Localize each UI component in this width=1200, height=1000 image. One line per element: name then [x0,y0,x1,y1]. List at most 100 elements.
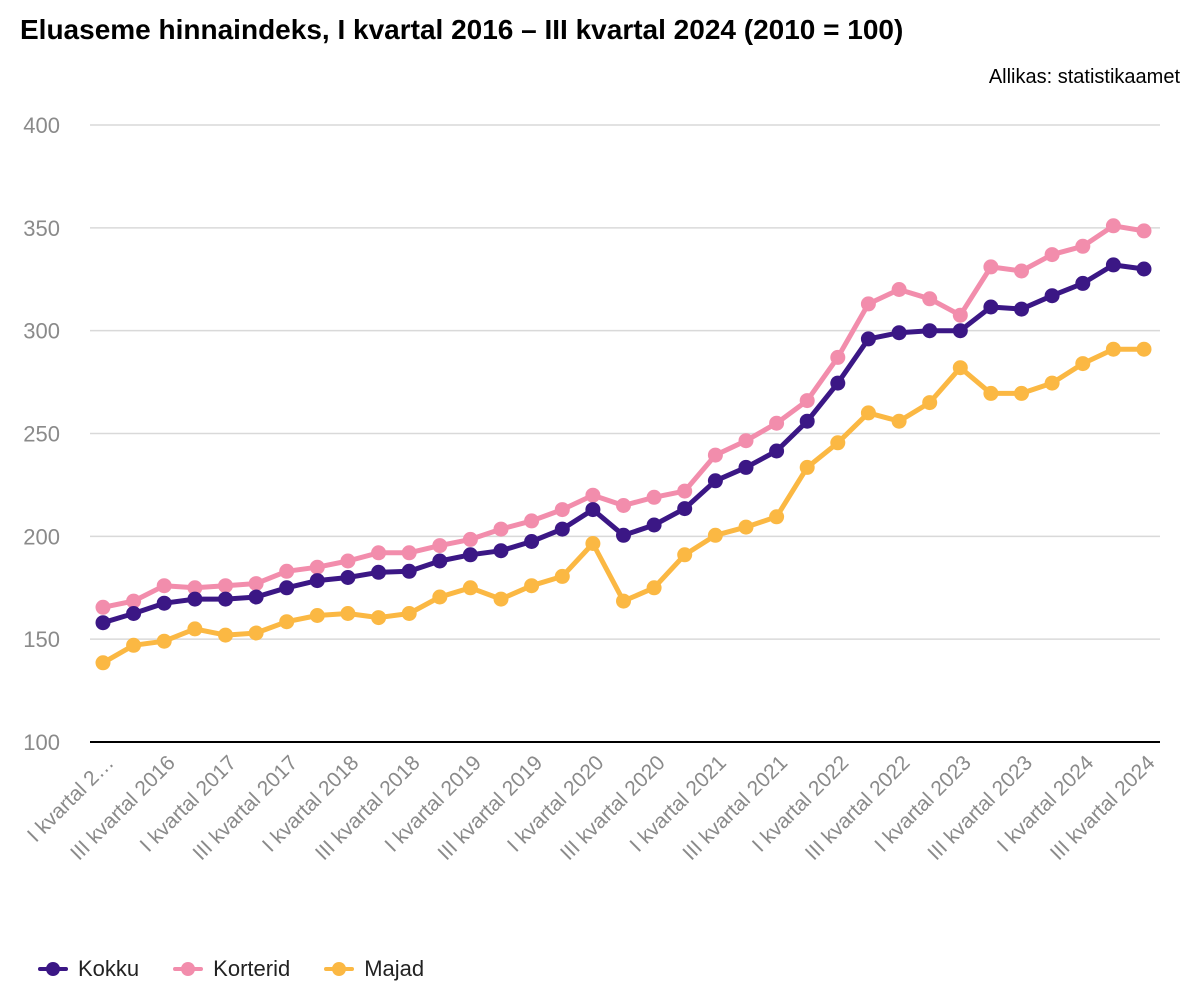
legend-item-majad[interactable]: Majad [324,956,424,982]
data-point-majad [432,589,448,605]
data-point-kokku [646,517,662,533]
data-point-majad [616,593,631,609]
data-point-korterid [830,349,846,365]
data-point-kokku [248,589,264,605]
data-point-kokku [493,543,509,559]
data-point-korterid [432,538,448,554]
gridlines [90,124,1160,743]
data-point-kokku [524,534,540,549]
x-tick-label: III kvartal 2019 [434,751,548,865]
x-tick-label: III kvartal 2021 [678,751,792,865]
data-point-majad [983,385,999,401]
x-tick-label: III kvartal 2018 [311,751,425,865]
data-point-kokku [1044,288,1060,304]
legend-label: Korterid [213,956,291,981]
data-point-korterid [524,513,540,529]
data-point-majad [1136,341,1152,357]
data-point-korterid [769,415,785,431]
data-point-kokku [922,323,938,339]
data-point-majad [187,621,203,637]
data-point-korterid [646,489,662,505]
data-point-kokku [707,473,723,489]
legend-item-kokku[interactable]: Kokku [38,956,139,982]
data-point-korterid [1044,247,1060,263]
legend-swatch-kokku [38,962,68,976]
data-point-korterid [707,447,723,463]
x-tick-label: III kvartal 2020 [556,751,670,865]
data-point-korterid [922,291,938,307]
data-point-kokku [799,413,815,429]
y-tick-label: 100 [23,730,60,755]
data-point-kokku [860,331,876,347]
data-point-kokku [340,570,356,585]
data-point-korterid [248,576,264,592]
data-point-kokku [1075,275,1091,291]
data-point-kokku [554,521,570,537]
data-point-korterid [462,531,478,547]
data-point-kokku [187,591,203,607]
data-point-korterid [585,487,601,503]
series-majad [95,341,1152,671]
data-point-kokku [1014,301,1029,317]
legend-item-korterid[interactable]: Korterid [173,956,290,982]
y-tick-label: 150 [23,627,60,652]
x-tick-label: III kvartal 2022 [801,751,915,865]
data-point-korterid [1105,218,1121,234]
data-point-korterid [891,282,907,297]
data-point-kokku [126,606,142,621]
series-kokku [95,257,1152,631]
data-point-korterid [126,593,142,609]
legend-label: Majad [364,956,425,981]
legend-label: Kokku [78,956,140,981]
data-point-korterid [677,483,693,499]
data-point-majad [1014,385,1029,401]
data-point-majad [1044,375,1060,391]
data-point-kokku [218,591,233,607]
data-point-kokku [309,573,325,589]
data-point-korterid [738,433,754,449]
y-tick-label: 400 [23,113,60,138]
data-point-korterid [799,393,815,409]
data-point-kokku [156,595,172,611]
data-point-korterid [371,545,387,561]
y-axis-ticks: 100 150 200 250 300 350 400 [23,113,60,755]
data-point-majad [309,608,325,623]
data-point-kokku [462,547,478,563]
data-point-kokku [401,563,417,579]
data-point-majad [554,568,570,584]
series-line-kokku [100,262,1147,626]
data-point-korterid [279,563,295,579]
data-point-majad [156,633,172,649]
data-point-majad [371,610,387,626]
data-point-majad [922,395,938,411]
series-korterid [95,218,1152,615]
data-point-kokku [616,527,631,543]
data-point-majad [677,547,693,563]
data-point-kokku [432,553,448,569]
data-point-korterid [401,545,417,561]
data-point-kokku [983,299,999,315]
data-point-korterid [309,559,325,575]
legend: Kokku Korterid Majad [38,956,424,982]
data-point-majad [462,580,478,596]
data-point-korterid [952,307,968,323]
data-point-kokku [1105,257,1121,273]
data-point-kokku [952,323,968,339]
data-point-majad [830,435,846,451]
data-point-korterid [156,578,172,594]
data-point-majad [340,606,356,621]
y-tick-label: 350 [23,216,60,241]
legend-swatch-korterid [173,962,204,976]
data-point-majad [248,625,264,641]
data-point-kokku [279,580,295,596]
data-point-kokku [95,615,111,631]
data-point-kokku [1136,261,1152,277]
data-point-majad [218,627,233,643]
series-line-korterid [100,223,1147,610]
data-point-majad [1105,341,1121,357]
x-tick-label: III kvartal 2016 [66,751,180,865]
y-tick-label: 200 [23,524,60,549]
data-point-majad [1075,356,1091,372]
data-point-korterid [1075,238,1091,254]
